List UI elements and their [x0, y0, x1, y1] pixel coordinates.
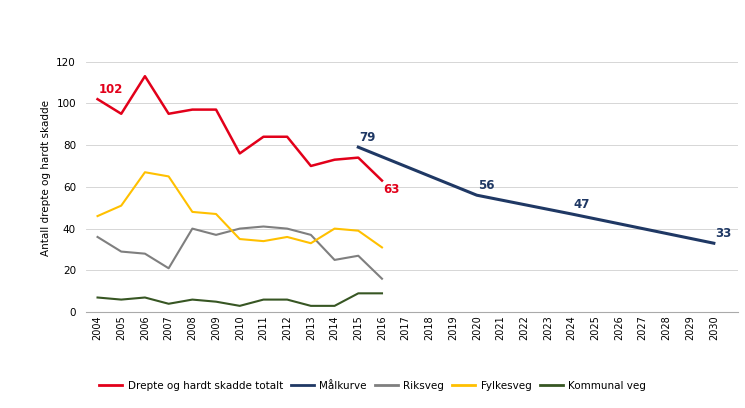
Text: 33: 33 — [715, 227, 732, 240]
Y-axis label: Antall drepte og hardt skadde: Antall drepte og hardt skadde — [41, 100, 51, 257]
Legend: Drepte og hardt skadde totalt, Målkurve, Riksveg, Fylkesveg, Kommunal veg: Drepte og hardt skadde totalt, Målkurve,… — [95, 377, 650, 395]
Text: 47: 47 — [573, 198, 589, 211]
Text: 56: 56 — [478, 180, 495, 193]
Text: Hordaland: Hordaland — [10, 16, 107, 34]
Text: 79: 79 — [360, 131, 376, 144]
Text: 63: 63 — [384, 183, 400, 196]
Text: 102: 102 — [99, 83, 123, 96]
